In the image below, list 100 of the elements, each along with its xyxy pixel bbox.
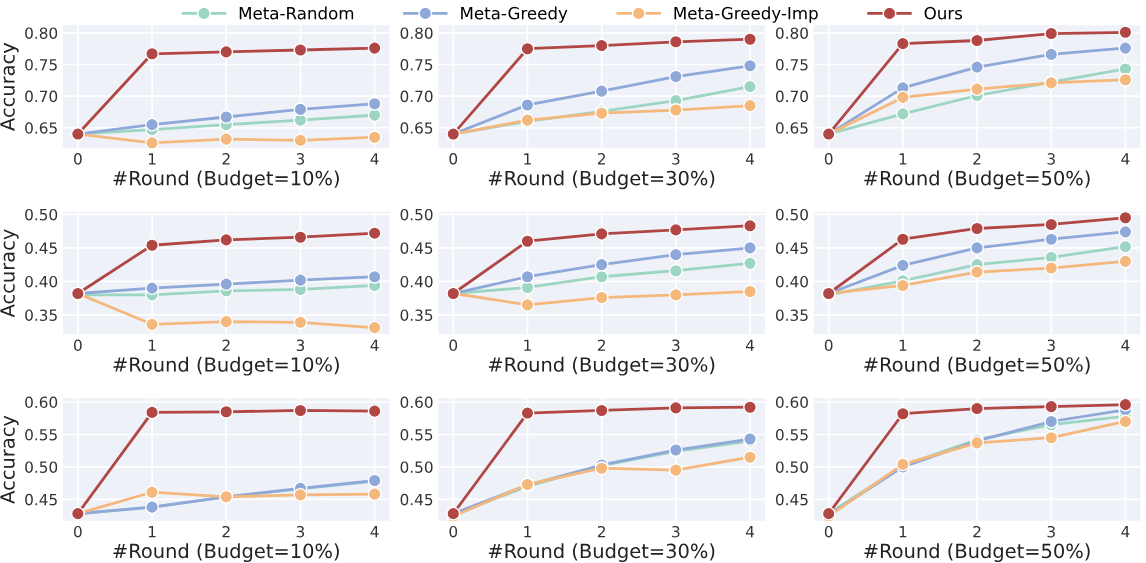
point (293, 403, 308, 418)
point (1044, 217, 1059, 232)
point (594, 38, 609, 53)
point (1118, 72, 1133, 87)
x-tick-label: 2 (222, 339, 230, 351)
x-tick-label: 3 (672, 153, 680, 165)
point (895, 232, 910, 247)
point (219, 277, 234, 292)
point (367, 269, 382, 284)
point (293, 133, 308, 148)
y-tick-label: 0.45 (400, 493, 433, 506)
x-tick-label: 3 (1047, 153, 1055, 165)
y-tick-label: 0.65 (400, 122, 433, 134)
point (594, 403, 609, 418)
x-tick-label: 0 (449, 153, 458, 165)
point (219, 314, 234, 329)
point (293, 315, 308, 330)
point (367, 108, 382, 123)
y-tick-label: 0.55 (25, 428, 57, 441)
point (145, 238, 160, 253)
x-tick-label: 1 (524, 153, 531, 165)
point (367, 487, 382, 502)
x-tick-label: 3 (1047, 525, 1055, 538)
point (895, 406, 910, 421)
point (1044, 26, 1059, 41)
x-tick-label: 0 (824, 525, 833, 538)
point (219, 232, 234, 247)
point (594, 290, 609, 305)
x-tick-label: 1 (899, 339, 907, 351)
y-tick-label: 0.80 (25, 27, 58, 39)
point (895, 278, 910, 293)
point (743, 218, 757, 233)
point (520, 98, 535, 112)
x-tick-label: 1 (899, 153, 907, 165)
point (668, 287, 683, 302)
x-tick-label: 2 (973, 339, 981, 351)
y-tick-label: 0.70 (775, 90, 808, 103)
x-tick-label: 4 (745, 526, 755, 538)
point (520, 269, 535, 284)
point (367, 41, 382, 56)
x-tick-label: 2 (597, 153, 605, 165)
point (145, 281, 160, 296)
y-tick-label: 0.55 (775, 428, 808, 441)
x-tick-label: 3 (296, 525, 305, 538)
point (1044, 430, 1059, 445)
point (668, 463, 683, 478)
x-tick-label: 2 (222, 153, 230, 165)
x-axis-title: #Round (Budget=50%) (864, 356, 1090, 376)
x-tick-label: 0 (824, 339, 833, 352)
legend-label: Ours (924, 6, 963, 20)
y-tick-label: 0.65 (25, 122, 57, 134)
point (668, 247, 683, 262)
point (668, 400, 683, 415)
x-axis-title: #Round (Budget=30%) (488, 356, 715, 376)
x-tick-label: 3 (672, 525, 680, 538)
x-tick-label: 3 (1047, 339, 1055, 352)
point (145, 135, 160, 148)
x-tick-label: 4 (745, 339, 755, 351)
point (743, 284, 757, 299)
y-tick-label: 0.60 (400, 396, 433, 409)
point (594, 257, 609, 272)
point (145, 117, 160, 132)
point (293, 273, 308, 288)
point (970, 221, 984, 236)
point (743, 79, 757, 94)
point (743, 32, 757, 47)
legend-label: Meta-Random (239, 6, 354, 20)
point (895, 90, 910, 105)
y-axis-title: Accuracy (0, 229, 19, 318)
x-axis-title: #Round (Budget=10%) (113, 543, 339, 563)
point (367, 226, 382, 241)
point (895, 258, 910, 273)
x-tick-label: 4 (1121, 153, 1130, 165)
x-tick-label: 1 (148, 153, 156, 165)
y-tick-label: 0.50 (775, 461, 808, 473)
x-tick-label: 4 (370, 153, 379, 165)
y-tick-label: 0.45 (25, 493, 57, 506)
x-tick-label: 0 (74, 153, 82, 165)
y-tick-label: 0.50 (400, 461, 433, 473)
point (145, 317, 160, 332)
point (1118, 239, 1133, 254)
point (145, 485, 160, 500)
legend-label: Meta-Greedy-Imp (674, 6, 818, 23)
point (1118, 254, 1133, 269)
x-tick-label: 1 (899, 526, 907, 538)
point (1118, 398, 1133, 412)
point (743, 450, 757, 465)
x-tick-label: 1 (148, 339, 156, 351)
point (367, 130, 382, 145)
x-axis-title: #Round (Budget=30%) (488, 543, 715, 563)
point (293, 43, 308, 57)
y-tick-label: 0.40 (25, 275, 58, 288)
x-tick-label: 2 (973, 525, 981, 538)
point (367, 96, 382, 111)
point (743, 240, 757, 255)
y-tick-label: 0.60 (775, 396, 808, 409)
point (895, 106, 910, 121)
y-tick-label: 0.65 (775, 122, 808, 134)
point (594, 269, 609, 284)
point (970, 401, 984, 416)
